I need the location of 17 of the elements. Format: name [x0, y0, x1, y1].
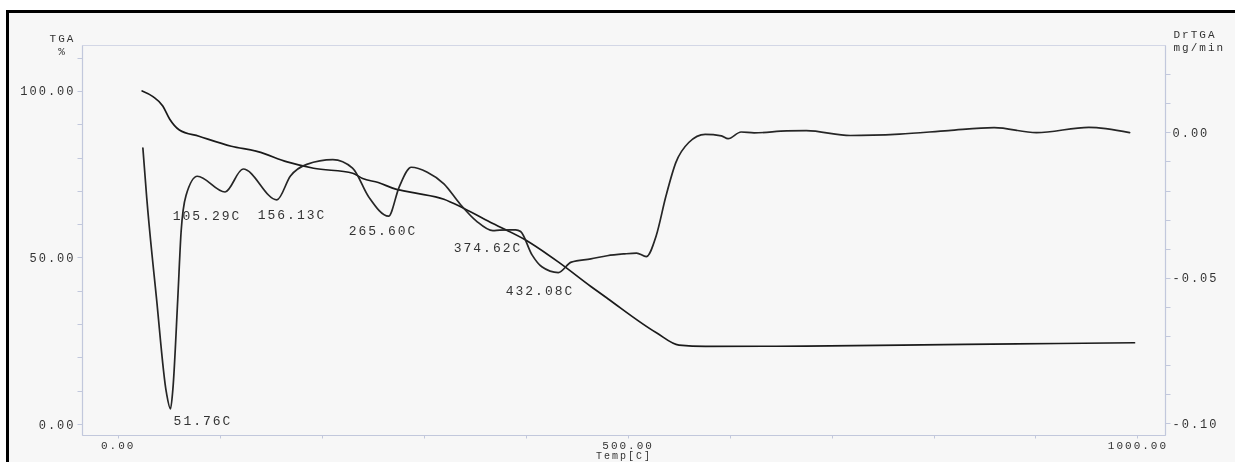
y2-tick-label: -0.05 — [1172, 272, 1219, 287]
y-tick-label: 100.00 — [20, 85, 76, 100]
annotation: 265.60C — [348, 224, 418, 239]
annotation: 51.76C — [173, 414, 233, 429]
y2-tick-label: -0.10 — [1172, 417, 1219, 432]
annotation: 156.13C — [257, 208, 327, 223]
annotation: 432.08C — [505, 284, 575, 299]
x-tick-label: 500.00 — [602, 439, 654, 452]
x-tick-label: 0.00 — [100, 439, 136, 452]
annotation: 374.62C — [453, 241, 523, 256]
x-tick-label: 1000.00 — [1107, 439, 1169, 452]
y2-tick-label: 0.00 — [1172, 126, 1210, 141]
x-axis-title: Temp[C] — [595, 450, 653, 462]
y-axis-title: TGA % — [49, 32, 76, 58]
y-tick-label: 0.00 — [38, 418, 76, 433]
y2-axis-title: DrTGA mg/min — [1173, 28, 1226, 54]
y-tick-label: 50.00 — [29, 251, 76, 266]
